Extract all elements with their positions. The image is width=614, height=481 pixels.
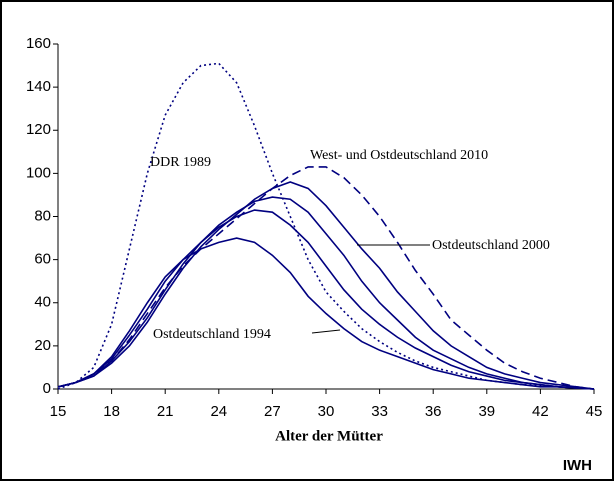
x-tick-label: 33 <box>371 403 388 420</box>
x-tick-label: 15 <box>50 403 67 420</box>
y-tick-label: 160 <box>26 35 51 52</box>
x-axis-title: Alter der Mütter <box>275 428 383 444</box>
series-line <box>57 196 595 390</box>
source: IWH <box>563 457 592 474</box>
y-tick-label: 120 <box>26 121 51 138</box>
x-tick-label: 24 <box>210 403 227 420</box>
x-tick-label: 27 <box>264 403 281 420</box>
x-tick-label: 42 <box>532 403 549 420</box>
series-label: West- und Ostdeutschland 2010 <box>310 148 488 163</box>
y-tick-label: 140 <box>26 78 51 95</box>
x-tick-label: 30 <box>318 403 335 420</box>
label-leader <box>311 329 341 334</box>
y-tick-label: 0 <box>43 380 51 397</box>
x-tick-label: 21 <box>157 403 174 420</box>
x-tick-label: 36 <box>425 403 442 420</box>
y-tick-label: 60 <box>34 251 51 268</box>
series-line <box>57 209 595 390</box>
series-label: Ostdeutschland 2000 <box>432 238 550 253</box>
series-line <box>57 166 595 390</box>
y-tick-label: 40 <box>34 294 51 311</box>
y-tick-label: 100 <box>26 164 51 181</box>
x-tick-label: 39 <box>478 403 495 420</box>
y-tick-label: 80 <box>34 207 51 224</box>
x-tick-label: 45 <box>586 403 603 420</box>
x-tick-label: 18 <box>103 403 120 420</box>
series-line <box>57 181 595 390</box>
series-label: DDR 1989 <box>150 155 211 170</box>
series-line <box>57 237 595 390</box>
y-tick-label: 20 <box>34 337 51 354</box>
series-label: Ostdeutschland 1994 <box>153 327 271 342</box>
